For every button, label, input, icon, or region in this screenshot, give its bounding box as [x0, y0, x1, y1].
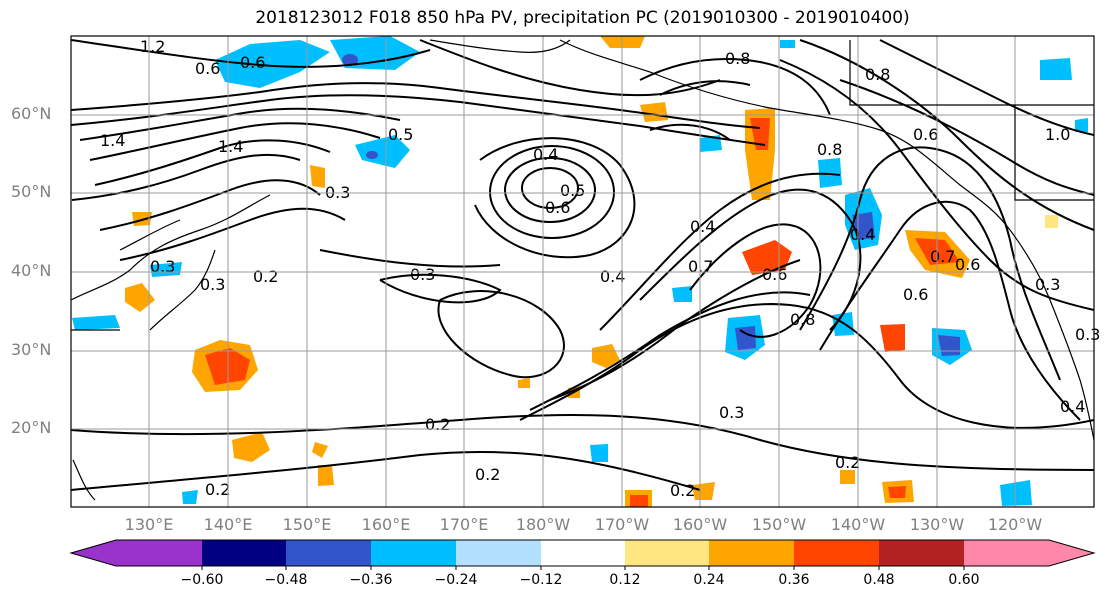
lat-label-50n: 50°N — [11, 182, 52, 201]
lat-label-20n: 20°N — [11, 418, 52, 437]
contour-label: 0.6 — [955, 255, 980, 274]
colorbar-cell — [709, 540, 794, 566]
colorbar-tick-label: 0.60 — [948, 572, 980, 588]
contour-label: 0.8 — [725, 49, 750, 68]
contour-label: 0.5 — [560, 181, 585, 200]
colorbar-cell — [625, 540, 709, 566]
contour-label: 1.0 — [1045, 125, 1070, 144]
contour-label: 0.6 — [195, 59, 220, 78]
contour-label: 0.4 — [533, 145, 558, 164]
colorbar-tick-label: −0.60 — [180, 572, 224, 588]
contour-label: 0.4 — [1060, 397, 1085, 416]
lon-label-130e: 130°E — [124, 515, 174, 534]
contour-label: 1.2 — [140, 37, 165, 56]
coastlines — [71, 39, 1094, 501]
colorbar-tick-label: 0.36 — [778, 572, 810, 588]
contour-label: 0.3 — [1075, 325, 1100, 344]
lat-label-60n: 60°N — [11, 104, 52, 123]
contour-label: 0.6 — [913, 125, 938, 144]
contour-label: 0.6 — [762, 265, 787, 284]
contour-label: 0.7 — [688, 257, 713, 276]
colorbar-outline — [69, 539, 1096, 567]
colorbar-cell — [202, 540, 286, 566]
lon-label-150w: 150°W — [751, 515, 807, 534]
colorbar-cell — [456, 540, 541, 566]
colorbar-cell — [116, 540, 202, 566]
contour-label: 0.2 — [253, 267, 278, 286]
map-frame — [70, 35, 1095, 508]
lat-label-40n: 40°N — [11, 261, 52, 280]
lat-label-30n: 30°N — [11, 340, 52, 359]
map-title: 2018123012 F018 850 hPa PV, precipitatio… — [255, 8, 910, 28]
contour-label: 1.4 — [218, 137, 243, 156]
contour-label: 0.3 — [1035, 275, 1060, 294]
contour-label: 0.4 — [850, 225, 875, 244]
colorbar-tick-label: −0.36 — [349, 572, 393, 588]
contour-label: 0.3 — [719, 403, 744, 422]
colorbar-tick-label: −0.24 — [434, 572, 478, 588]
colorbar-cell — [794, 540, 879, 566]
contour-label: 0.7 — [930, 247, 955, 266]
contour-label: 0.3 — [150, 257, 175, 276]
colorbar-cell — [286, 540, 371, 566]
lon-label-160w: 160°W — [672, 515, 728, 534]
contour-label: 0.3 — [410, 265, 435, 284]
colorbar-cell — [71, 540, 116, 566]
contour-label: 0.2 — [205, 480, 230, 499]
colorbar — [69, 539, 1096, 570]
colorbar-cell — [879, 540, 964, 566]
pv-contours — [71, 39, 1094, 491]
contour-label: 1.4 — [100, 131, 125, 150]
colorbar-tick-label: 0.12 — [609, 572, 641, 588]
lon-label-170w: 170°W — [594, 515, 650, 534]
contour-label: 0.2 — [835, 453, 860, 472]
colorbar-tick-label: −0.48 — [264, 572, 308, 588]
lon-label-150e: 150°E — [282, 515, 332, 534]
lon-label-160e: 160°E — [361, 515, 411, 534]
colorbar-cell — [1049, 540, 1094, 566]
lon-label-170e: 170°E — [439, 515, 489, 534]
contour-label: 0.6 — [903, 285, 928, 304]
lon-label-130w: 130°W — [909, 515, 965, 534]
colorbar-tick-label: 0.24 — [693, 572, 725, 588]
contour-label: 0.8 — [817, 140, 842, 159]
lon-label-120w: 120°W — [987, 515, 1043, 534]
contour-label: 0.8 — [790, 310, 815, 329]
colorbar-cell — [964, 540, 1049, 566]
contour-label: 0.5 — [388, 125, 413, 144]
lon-label-180w: 180°W — [515, 515, 571, 534]
contour-label: 0.2 — [425, 415, 450, 434]
colorbar-tick-label: −0.12 — [519, 572, 563, 588]
colorbar-cell — [371, 540, 456, 566]
graticule — [71, 36, 1094, 507]
contour-label: 0.3 — [200, 275, 225, 294]
contour-label: 0.6 — [240, 53, 265, 72]
lon-label-140e: 140°E — [203, 515, 253, 534]
contour-label: 0.6 — [545, 198, 570, 217]
contour-label: 0.8 — [865, 65, 890, 84]
colorbar-cell — [541, 540, 625, 566]
contour-label: 0.4 — [690, 217, 715, 236]
lon-label-140w: 140°W — [830, 515, 886, 534]
colorbar-tick-label: 0.48 — [863, 572, 895, 588]
contour-label: 0.2 — [475, 465, 500, 484]
contour-label: 0.2 — [670, 481, 695, 500]
